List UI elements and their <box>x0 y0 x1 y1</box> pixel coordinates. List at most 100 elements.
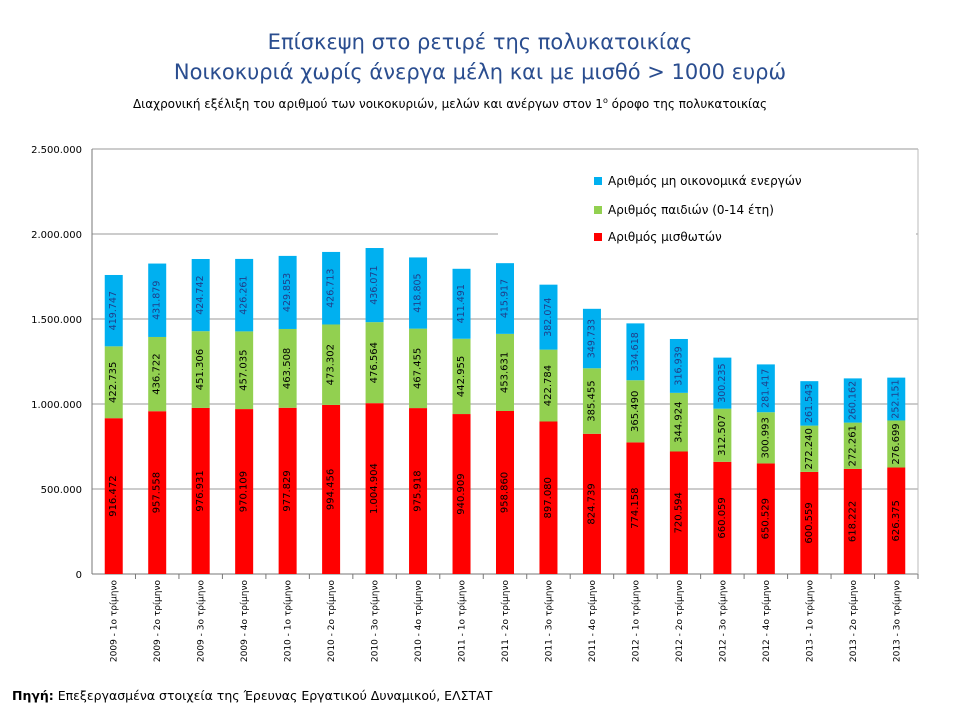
data-label-children: 436.722 <box>152 353 163 394</box>
data-label-employees: 618.222 <box>847 501 858 542</box>
x-tick-label: 2013 - 3ο τρίμηνο <box>892 580 902 663</box>
x-tick-label: 2010 - 4ο τρίμηνο <box>414 580 424 663</box>
y-tick-label: 1.000.000 <box>31 400 82 411</box>
data-label-inactive: 252.151 <box>891 379 902 418</box>
data-label-employees: 976.931 <box>195 470 206 511</box>
data-label-inactive: 424.742 <box>195 275 206 314</box>
bar-children <box>539 349 558 422</box>
legend-swatch-inactive <box>594 177 602 185</box>
chart-subtitle: Διαχρονική εξέλιξη του αριθμού των νοικο… <box>0 96 900 111</box>
bar-inactive <box>626 323 645 381</box>
x-tick-label: 2013 - 1ο τρίμηνο <box>805 580 815 663</box>
data-label-children: 385.455 <box>586 380 597 421</box>
x-tick-label: 2010 - 1ο τρίμηνο <box>284 580 294 663</box>
data-label-children: 365.490 <box>630 391 641 432</box>
data-label-employees: 774.158 <box>630 488 641 529</box>
x-tick-label: 2011 - 3ο τρίμηνο <box>544 580 554 663</box>
data-label-employees: 957.558 <box>152 472 163 513</box>
bar-employees <box>365 403 384 574</box>
x-tick-label: 2010 - 3ο τρίμηνο <box>371 580 381 663</box>
legend-label-employees: Αριθμός μισθωτών <box>608 230 722 244</box>
bar-employees <box>322 404 341 574</box>
bar-employees <box>539 421 558 574</box>
data-label-employees: 824.739 <box>586 483 597 524</box>
x-tick-label: 2010 - 2ο τρίμηνο <box>327 580 337 663</box>
data-label-employees: 626.375 <box>891 500 902 541</box>
bar-inactive <box>452 268 471 339</box>
bar-employees <box>496 410 514 574</box>
data-label-children: 476.564 <box>369 342 380 383</box>
data-label-employees: 916.472 <box>108 475 119 516</box>
bar-children <box>756 412 775 464</box>
chart-title-line-2: Νοικοκυριά χωρίς άνεργα μέλη και με μισθ… <box>173 60 787 84</box>
bar-children <box>713 408 732 462</box>
bar-children <box>800 425 819 472</box>
x-tick-label: 2012 - 2ο τρίμηνο <box>675 580 685 663</box>
data-label-inactive: 419.747 <box>108 291 119 330</box>
bar-employees <box>278 407 297 574</box>
data-label-inactive: 429.853 <box>282 273 293 312</box>
data-label-children: 422.735 <box>108 362 119 403</box>
y-tick-label: 0 <box>76 570 82 581</box>
bar-children <box>191 331 210 408</box>
data-label-children: 451.306 <box>195 349 206 390</box>
bar-children <box>496 333 514 411</box>
data-label-children: 276.699 <box>891 423 902 464</box>
source-prefix: Πηγή: <box>12 688 54 703</box>
bar-children <box>887 420 906 468</box>
data-label-children: 422.784 <box>543 365 554 406</box>
data-label-inactive: 431.879 <box>152 281 163 320</box>
data-label-employees: 897.080 <box>543 477 554 518</box>
bar-children <box>626 380 645 443</box>
data-label-employees: 970.109 <box>239 471 250 512</box>
data-label-children: 300.993 <box>760 417 771 458</box>
bar-inactive <box>322 251 341 325</box>
y-tick-label: 2.000.000 <box>31 230 82 241</box>
data-label-children: 442.955 <box>456 356 467 397</box>
data-label-employees: 720.594 <box>673 492 684 533</box>
bar-employees <box>452 414 471 574</box>
bar-inactive <box>756 364 775 413</box>
x-tick-label: 2011 - 1ο τρίμηνο <box>458 580 468 663</box>
data-label-inactive: 411.491 <box>456 284 467 323</box>
data-label-inactive: 382.074 <box>543 297 554 336</box>
y-tick-label: 1.500.000 <box>31 315 82 326</box>
data-label-inactive: 316.939 <box>673 346 684 385</box>
bar-inactive <box>278 255 297 329</box>
x-tick-label: 2009 - 2ο τρίμηνο <box>153 580 163 663</box>
bar-employees <box>843 468 862 574</box>
x-tick-label: 2012 - 4ο τρίμηνο <box>762 580 772 663</box>
bar-inactive <box>235 258 254 332</box>
data-label-inactive: 281.417 <box>760 369 771 408</box>
bar-children <box>322 324 341 405</box>
bar-children <box>278 328 297 408</box>
data-label-inactive: 261.543 <box>804 384 815 423</box>
bar-inactive <box>539 284 558 350</box>
bar-employees <box>104 418 123 574</box>
x-tick-label: 2011 - 4ο τρίμηνο <box>588 580 598 663</box>
data-label-employees: 650.529 <box>760 498 771 539</box>
data-label-inactive: 260.162 <box>847 381 858 420</box>
data-label-employees: 660.059 <box>717 497 728 538</box>
x-tick-label: 2012 - 3ο τρίμηνο <box>718 580 728 663</box>
bar-inactive <box>191 258 210 332</box>
bar-inactive <box>843 378 862 423</box>
bar-employees <box>669 451 688 574</box>
legend-label-inactive: Αριθμός μη οικονομικά ενεργών <box>608 174 802 188</box>
data-label-children: 467.455 <box>413 348 424 389</box>
bar-inactive <box>713 357 732 409</box>
bar-inactive <box>800 381 819 426</box>
bar-inactive <box>496 263 514 334</box>
data-label-children: 272.261 <box>847 425 858 466</box>
legend-swatch-employees <box>594 233 602 241</box>
data-label-employees: 977.829 <box>282 470 293 511</box>
bar-employees <box>756 463 775 574</box>
bar-inactive <box>887 377 906 421</box>
x-tick-label: 2013 - 2ο τρίμηνο <box>849 580 859 663</box>
bar-children <box>409 328 428 409</box>
bar-employees <box>148 411 167 574</box>
data-label-children: 473.302 <box>326 344 337 385</box>
bar-children <box>104 346 123 419</box>
bar-inactive <box>409 257 428 329</box>
x-tick-label: 2009 - 3ο τρίμηνο <box>197 580 207 663</box>
